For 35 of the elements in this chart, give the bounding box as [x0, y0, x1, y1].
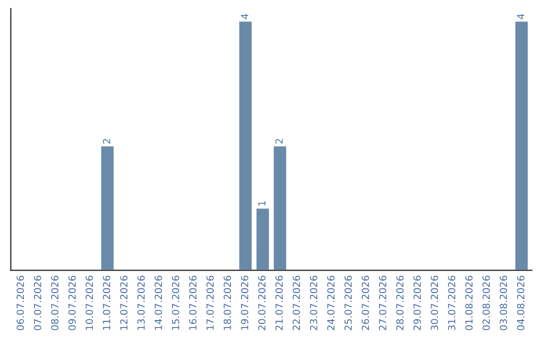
x-tick-label: 21.07.2026 [275, 276, 283, 330]
x-tick-label: 12.07.2026 [120, 276, 128, 330]
x-tick-label: 13.07.2026 [137, 276, 145, 330]
x-tick-label: 19.07.2026 [240, 276, 248, 330]
x-tick-label: 09.07.2026 [68, 276, 76, 330]
x-tick-label: 27.07.2026 [378, 276, 386, 330]
x-tick-label: 28.07.2026 [396, 276, 404, 330]
x-tick-label: 22.07.2026 [292, 276, 300, 330]
x-tick-label: 26.07.2026 [362, 276, 370, 330]
x-tick-label: 08.07.2026 [51, 276, 58, 330]
x-tick-label: 03.08.2026 [500, 276, 508, 330]
x-tick-label: 01.08.2026 [465, 276, 473, 330]
data-label: 1 [258, 201, 266, 206]
x-tick-label: 14.07.2026 [154, 276, 162, 330]
x-tick-label: 06.07.2026 [16, 276, 24, 330]
data-label: 2 [275, 139, 283, 144]
x-tick-label: 20.07.2026 [258, 276, 266, 330]
x-tick-label: 11.07.2026 [102, 276, 110, 330]
data-label: 2 [102, 139, 110, 144]
x-tick-label: 25.07.2026 [344, 276, 352, 330]
data-label: 4 [517, 14, 524, 20]
x-tick-label: 18.07.2026 [224, 276, 232, 330]
x-tick-label: 04.08.2026 [517, 276, 524, 330]
x-tick-label: 07.07.2026 [34, 276, 42, 330]
x-tick-label: 17.07.2026 [206, 276, 214, 330]
x-tick-label: 10.07.2026 [86, 276, 93, 330]
x-tick-label: 29.07.2026 [413, 276, 421, 330]
x-tick-label: 16.07.2026 [189, 276, 197, 330]
x-tick-label: 31.07.2026 [448, 276, 456, 330]
x-tick-label: 30.07.2026 [430, 276, 438, 330]
x-tick-label: 02.08.2026 [482, 276, 490, 330]
x-tick-label: 23.07.2026 [310, 276, 318, 330]
x-tick-label: 24.07.2026 [327, 276, 335, 330]
x-tick-label: 15.07.2026 [172, 276, 180, 330]
data-label: 4 [241, 14, 248, 20]
